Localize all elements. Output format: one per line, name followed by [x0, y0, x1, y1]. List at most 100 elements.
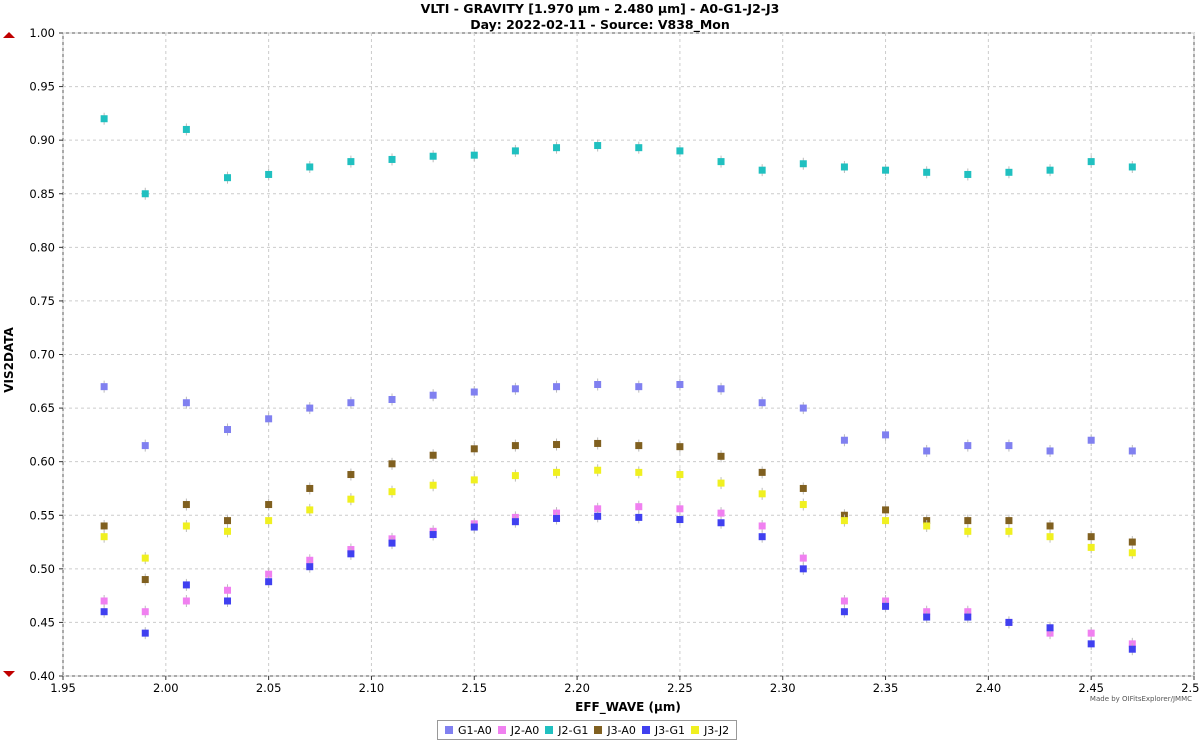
data-point[interactable]	[1087, 640, 1095, 648]
data-point[interactable]	[141, 554, 149, 562]
data-point[interactable]	[1005, 517, 1013, 525]
data-point[interactable]	[429, 451, 437, 459]
data-point[interactable]	[1046, 447, 1054, 455]
data-point[interactable]	[224, 527, 232, 535]
data-point[interactable]	[511, 385, 519, 393]
data-point[interactable]	[100, 522, 108, 530]
data-point[interactable]	[923, 447, 931, 455]
data-point[interactable]	[141, 576, 149, 584]
data-point[interactable]	[758, 166, 766, 174]
data-point[interactable]	[840, 597, 848, 605]
data-point[interactable]	[840, 436, 848, 444]
data-point[interactable]	[224, 597, 232, 605]
data-point[interactable]	[306, 506, 314, 514]
legend-item[interactable]: J3-A0	[594, 724, 636, 737]
data-point[interactable]	[306, 404, 314, 412]
data-point[interactable]	[594, 505, 602, 513]
data-point[interactable]	[182, 125, 190, 133]
data-point[interactable]	[553, 468, 561, 476]
data-point[interactable]	[882, 517, 890, 525]
legend-item[interactable]: J2-A0	[497, 724, 539, 737]
data-point[interactable]	[388, 396, 396, 404]
data-point[interactable]	[799, 404, 807, 412]
data-point[interactable]	[182, 581, 190, 589]
data-point[interactable]	[676, 516, 684, 524]
data-point[interactable]	[717, 509, 725, 517]
data-point[interactable]	[1087, 158, 1095, 166]
data-point[interactable]	[635, 503, 643, 511]
data-point[interactable]	[306, 556, 314, 564]
data-point[interactable]	[182, 399, 190, 407]
data-point[interactable]	[1087, 436, 1095, 444]
data-point[interactable]	[224, 517, 232, 525]
data-point[interactable]	[265, 570, 273, 578]
data-point[interactable]	[141, 442, 149, 450]
data-point[interactable]	[429, 481, 437, 489]
data-point[interactable]	[1128, 645, 1136, 653]
data-point[interactable]	[964, 613, 972, 621]
data-point[interactable]	[1087, 543, 1095, 551]
data-point[interactable]	[1005, 442, 1013, 450]
legend-item[interactable]: J3-J2	[691, 724, 729, 737]
data-point[interactable]	[964, 442, 972, 450]
data-point[interactable]	[100, 608, 108, 616]
data-point[interactable]	[347, 399, 355, 407]
data-point[interactable]	[717, 158, 725, 166]
data-point[interactable]	[388, 155, 396, 163]
data-point[interactable]	[388, 460, 396, 468]
data-point[interactable]	[347, 550, 355, 558]
legend-item[interactable]: J3-G1	[641, 724, 685, 737]
data-point[interactable]	[553, 383, 561, 391]
data-point[interactable]	[1005, 168, 1013, 176]
data-point[interactable]	[306, 163, 314, 171]
data-point[interactable]	[1046, 522, 1054, 530]
legend-item[interactable]: J2-G1	[545, 724, 588, 737]
data-point[interactable]	[840, 163, 848, 171]
data-point[interactable]	[799, 160, 807, 168]
data-point[interactable]	[676, 381, 684, 389]
data-point[interactable]	[799, 565, 807, 573]
data-point[interactable]	[1005, 527, 1013, 535]
data-point[interactable]	[1087, 629, 1095, 637]
data-point[interactable]	[470, 445, 478, 453]
data-point[interactable]	[429, 391, 437, 399]
data-point[interactable]	[717, 519, 725, 527]
legend-item[interactable]: G1-A0	[445, 724, 492, 737]
data-point[interactable]	[1005, 618, 1013, 626]
data-point[interactable]	[840, 608, 848, 616]
data-point[interactable]	[511, 518, 519, 526]
data-point[interactable]	[676, 505, 684, 513]
data-point[interactable]	[511, 147, 519, 155]
data-point[interactable]	[553, 441, 561, 449]
data-point[interactable]	[141, 608, 149, 616]
data-point[interactable]	[388, 539, 396, 547]
data-point[interactable]	[717, 479, 725, 487]
data-point[interactable]	[306, 484, 314, 492]
data-point[interactable]	[306, 563, 314, 571]
data-point[interactable]	[347, 158, 355, 166]
data-point[interactable]	[882, 506, 890, 514]
data-point[interactable]	[594, 142, 602, 150]
data-point[interactable]	[799, 554, 807, 562]
data-point[interactable]	[224, 426, 232, 434]
data-point[interactable]	[182, 597, 190, 605]
data-point[interactable]	[265, 517, 273, 525]
data-point[interactable]	[758, 490, 766, 498]
data-point[interactable]	[553, 144, 561, 152]
data-point[interactable]	[470, 523, 478, 531]
data-point[interactable]	[882, 431, 890, 439]
data-point[interactable]	[224, 586, 232, 594]
data-point[interactable]	[799, 484, 807, 492]
data-point[interactable]	[1046, 166, 1054, 174]
data-point[interactable]	[594, 439, 602, 447]
data-point[interactable]	[265, 170, 273, 178]
data-point[interactable]	[964, 527, 972, 535]
data-point[interactable]	[594, 381, 602, 389]
data-point[interactable]	[799, 501, 807, 509]
data-point[interactable]	[511, 472, 519, 480]
data-point[interactable]	[141, 190, 149, 198]
data-point[interactable]	[635, 442, 643, 450]
data-point[interactable]	[882, 602, 890, 610]
data-point[interactable]	[470, 388, 478, 396]
data-point[interactable]	[347, 471, 355, 479]
